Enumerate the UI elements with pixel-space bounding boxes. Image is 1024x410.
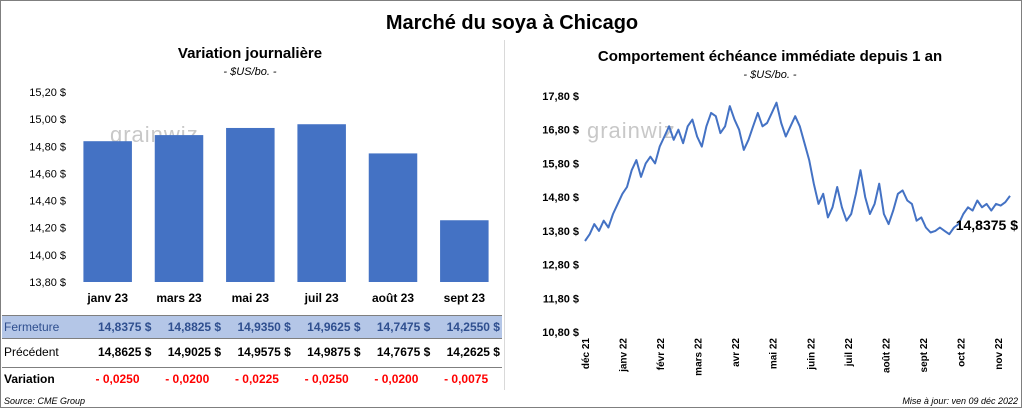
- x-tick-label: janv 22: [619, 338, 630, 373]
- y-tick-label: 14,40 $: [29, 196, 66, 208]
- y-tick-label: 13,80 $: [29, 277, 66, 289]
- x-tick-label: mars 22: [694, 338, 705, 376]
- table-cell: 14,9875 $: [307, 345, 361, 359]
- right-chart-subtitle: - $US/bo. -: [743, 69, 797, 81]
- x-tick-label: sept 22: [919, 338, 930, 373]
- y-tick-label: 17,80 $: [542, 91, 579, 103]
- y-tick-label: 12,80 $: [542, 260, 579, 272]
- bar: [440, 220, 489, 282]
- table-cell: 14,9625 $: [307, 320, 361, 334]
- row-label: Fermeture: [4, 320, 60, 334]
- last-value-label: 14,8375 $: [956, 217, 1018, 233]
- row-label: Variation: [4, 372, 55, 386]
- x-tick-label: avr 22: [731, 338, 742, 367]
- y-tick-label: 14,00 $: [29, 250, 66, 262]
- line-chart: 10,80 $ 11,80 $ 12,80 $ 13,80 $ 14,80 $ 15,80…: [542, 91, 1018, 376]
- bar: [154, 135, 204, 282]
- x-tick-label: juil 23: [304, 291, 339, 305]
- x-tick-label: nov 22: [994, 338, 1005, 370]
- x-tick-label: mai 22: [769, 338, 780, 370]
- table-row-variation: Variation - 0,0250 - 0,0200 - 0,0225 - 0…: [2, 367, 502, 390]
- table-cell: - 0,0075: [444, 372, 489, 386]
- table-cell: 14,8825 $: [167, 320, 222, 334]
- page-title: Marché du soya à Chicago: [385, 12, 639, 34]
- x-tick-label: juil 22: [844, 338, 855, 368]
- left-chart-title: Variation journalière: [177, 45, 323, 62]
- table-cell: 14,2625 $: [446, 345, 500, 359]
- y-tick-label: 14,80 $: [29, 141, 66, 153]
- x-tick-label: févr 22: [656, 338, 667, 371]
- bar: [297, 124, 346, 282]
- bar-chart: 13,80 $ 14,00 $ 14,20 $ 14,40 $ 14,60 $ 14,80…: [29, 87, 489, 305]
- y-tick-label: 15,00 $: [29, 114, 66, 126]
- y-tick-label: 14,80 $: [542, 192, 579, 204]
- bar: [83, 141, 132, 282]
- table-row-precedent: Précédent 14,8625 $ 14,9025 $ 14,9575 $ …: [2, 341, 502, 363]
- update-note: Mise à jour: ven 09 déc 2022: [902, 396, 1018, 406]
- y-tick-label: 13,80 $: [542, 226, 579, 238]
- y-tick-label: 15,20 $: [29, 87, 66, 99]
- table-cell: - 0,0250: [304, 372, 349, 386]
- x-tick-label: sept 23: [444, 291, 486, 305]
- watermark-text: grainwiz: [587, 118, 676, 143]
- table-cell: 14,9350 $: [237, 320, 291, 334]
- series-line: [584, 101, 1011, 242]
- y-tick-label: 11,80 $: [543, 293, 579, 305]
- x-tick-label: juin 22: [806, 338, 817, 371]
- source-note: Source: CME Group: [4, 396, 86, 406]
- panel-divider: [504, 40, 505, 390]
- table-cell: 14,9575 $: [237, 345, 291, 359]
- x-tick-label: août 23: [372, 291, 414, 305]
- y-tick-label: 14,20 $: [29, 223, 66, 235]
- bar: [226, 127, 275, 282]
- table-cell: 14,7475 $: [376, 320, 431, 334]
- table-cell: - 0,0225: [234, 372, 279, 386]
- row-label: Précédent: [4, 345, 59, 359]
- x-tick-label: mai 23: [232, 291, 270, 305]
- x-tick-label: oct 22: [956, 338, 967, 367]
- y-tick-label: 14,60 $: [29, 168, 66, 180]
- x-tick-label: mars 23: [156, 291, 202, 305]
- y-tick-label: 16,80 $: [542, 125, 579, 137]
- x-tick-label: janv 23: [86, 291, 128, 305]
- table-cell: 14,8625 $: [98, 345, 152, 359]
- y-tick-label: 15,80 $: [542, 158, 579, 170]
- left-chart-subtitle: - $US/bo. -: [223, 66, 277, 78]
- table-cell: - 0,0250: [95, 372, 140, 386]
- right-chart-title: Comportement échéance immédiate depuis 1…: [597, 48, 943, 65]
- table-cell: 14,2550 $: [446, 320, 500, 334]
- x-tick-label: août 22: [881, 338, 892, 373]
- table-cell: 14,9025 $: [167, 345, 222, 359]
- table-cell: - 0,0200: [374, 372, 419, 386]
- table-cell: - 0,0200: [165, 372, 210, 386]
- table-cell: 14,7675 $: [376, 345, 431, 359]
- table-cell: 14,8375 $: [98, 320, 152, 334]
- x-tick-label: déc 21: [581, 338, 592, 370]
- y-tick-label: 10,80 $: [542, 327, 579, 339]
- bar: [368, 153, 418, 282]
- table-row-fermeture: Fermeture 14,8375 $ 14,8825 $ 14,9350 $ …: [2, 315, 502, 339]
